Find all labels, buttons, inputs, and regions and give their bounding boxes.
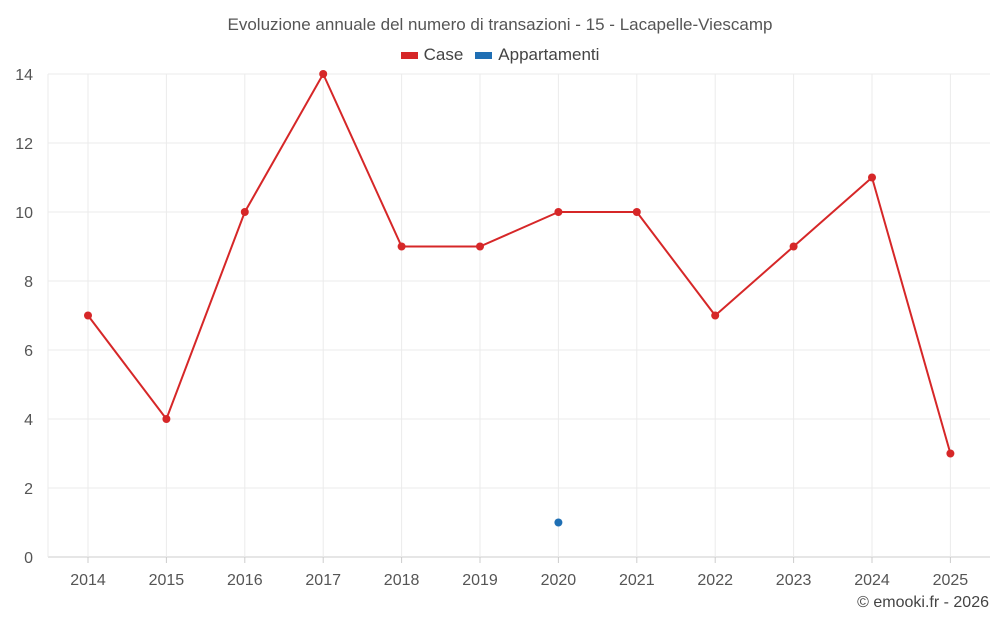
data-point-case-2014: [84, 311, 92, 320]
x-tick-label-2016: 2016: [227, 572, 263, 589]
x-tick-label-2015: 2015: [149, 572, 185, 589]
y-tick-label-4: 4: [24, 412, 33, 429]
y-tick-label-0: 0: [24, 550, 33, 567]
x-tick-label-2018: 2018: [384, 572, 420, 589]
data-point-case-2019: [476, 242, 484, 251]
series-line-case: [87, 73, 952, 454]
data-point-appartamenti-2020: [554, 518, 563, 527]
x-tick-label-2014: 2014: [70, 572, 106, 589]
legend-label-case: Case: [423, 45, 464, 64]
data-point-case-2015: [162, 415, 171, 423]
chart-title: Evoluzione annuale del numero di transaz…: [227, 15, 773, 34]
data-point-case-2021: [632, 208, 641, 216]
x-tick-label-2019: 2019: [462, 572, 498, 589]
legend-item-appartamenti[interactable]: Appartamenti: [475, 45, 599, 65]
y-tick-label-14: 14: [15, 67, 33, 84]
legend-swatch-case: [400, 51, 418, 59]
legend-swatch-appartamenti: [475, 51, 493, 59]
y-tick-label-10: 10: [15, 205, 33, 222]
data-point-case-2018: [397, 242, 406, 251]
legend-label-appartamenti: Appartamenti: [498, 45, 600, 64]
data-point-case-2020: [554, 208, 563, 216]
y-tick-label-8: 8: [24, 274, 33, 291]
x-tick-label-2025: 2025: [933, 572, 969, 589]
x-tick-label-2024: 2024: [854, 572, 890, 589]
data-point-case-2016: [240, 208, 249, 216]
data-point-case-2025: [946, 449, 955, 458]
x-tick-label-2020: 2020: [541, 572, 577, 589]
y-tick-label-6: 6: [24, 343, 33, 360]
data-point-case-2022: [711, 311, 720, 320]
x-tick-label-2017: 2017: [305, 572, 341, 589]
legend-item-case[interactable]: Case: [400, 45, 464, 65]
y-tick-label-12: 12: [15, 136, 33, 153]
y-tick-label-2: 2: [24, 481, 33, 498]
x-tick-label-2023: 2023: [776, 572, 812, 589]
data-point-case-2024: [868, 173, 876, 182]
data-point-case-2017: [319, 70, 328, 78]
x-tick-label-2022: 2022: [697, 572, 733, 589]
legend: Case Appartamenti: [0, 45, 1000, 65]
x-tick-label-2021: 2021: [619, 572, 655, 589]
data-point-case-2023: [789, 242, 798, 251]
credit-text: © emooki.fr - 2026: [857, 594, 989, 611]
